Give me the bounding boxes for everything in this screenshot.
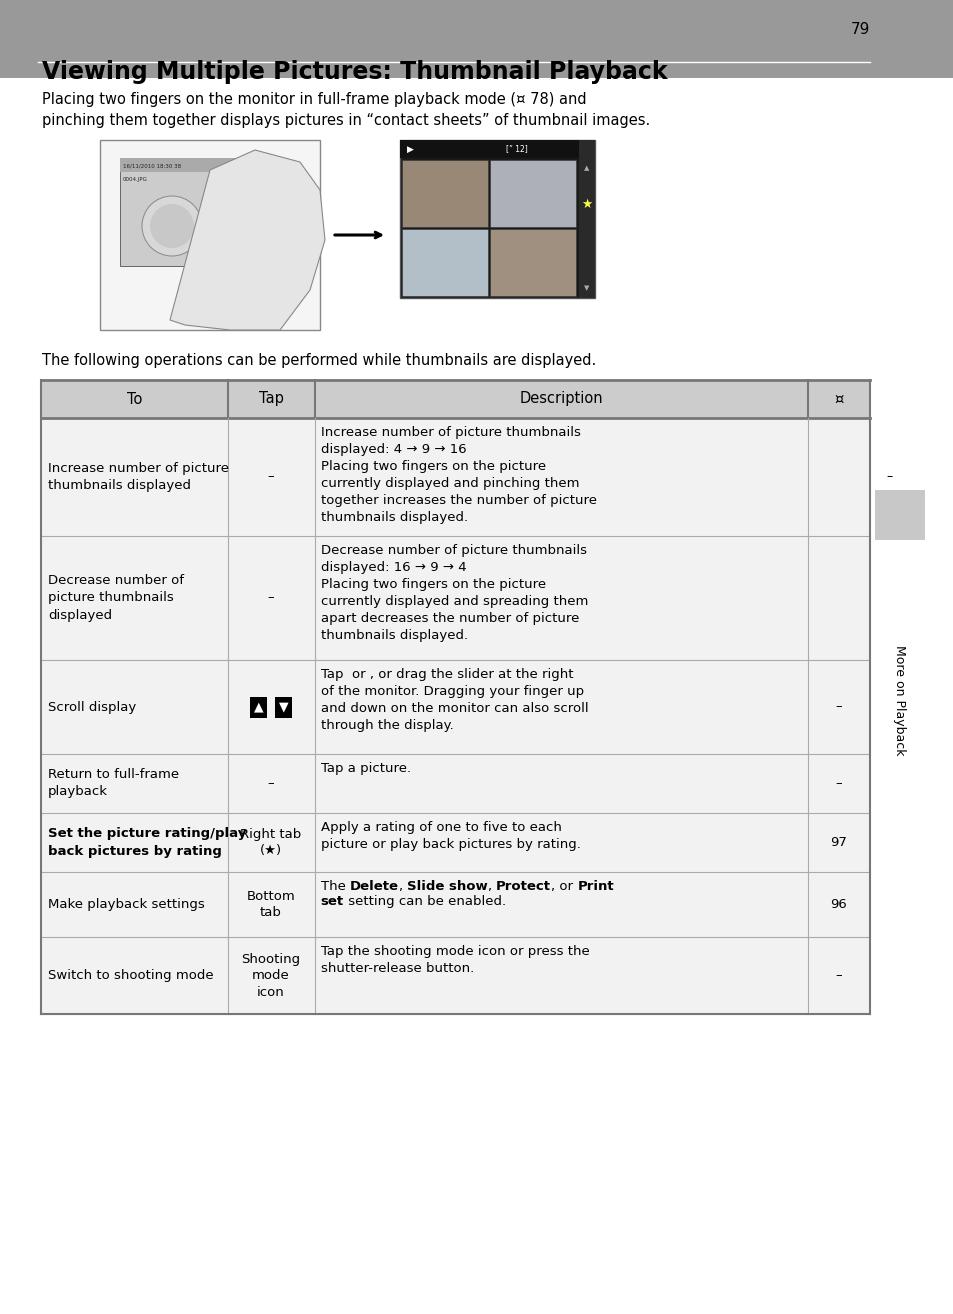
Text: ▲: ▲ bbox=[253, 700, 263, 714]
Text: [” 12]: [” 12] bbox=[506, 145, 527, 154]
Text: More on Playback: More on Playback bbox=[893, 645, 905, 756]
Text: Tap the shooting mode icon or press the
shutter-release button.: Tap the shooting mode icon or press the … bbox=[320, 945, 589, 975]
Text: Shooting
mode
icon: Shooting mode icon bbox=[241, 953, 300, 999]
Text: Tap  or , or drag the slider at the right
of the monitor. Dragging your finger u: Tap or , or drag the slider at the right… bbox=[320, 668, 588, 732]
Text: –: – bbox=[268, 591, 274, 604]
Text: –: – bbox=[268, 777, 274, 790]
Text: Description: Description bbox=[518, 392, 602, 406]
Bar bbox=[41, 872, 869, 937]
Text: , or: , or bbox=[551, 880, 577, 894]
Bar bbox=[401, 229, 488, 296]
Bar bbox=[120, 158, 260, 265]
Text: Placing two fingers on the monitor in full-frame playback mode (¤ 78) and: Placing two fingers on the monitor in fu… bbox=[42, 92, 586, 106]
Text: Increase number of picture
thumbnails displayed: Increase number of picture thumbnails di… bbox=[48, 463, 229, 491]
Text: ▼: ▼ bbox=[583, 285, 589, 290]
Text: To: To bbox=[127, 392, 142, 406]
Bar bbox=[274, 696, 292, 717]
Bar bbox=[100, 141, 319, 330]
Text: Print: Print bbox=[577, 880, 614, 894]
Text: Decrease number of picture thumbnails
displayed: 16 → 9 → 4
Placing two fingers : Decrease number of picture thumbnails di… bbox=[320, 544, 587, 643]
Circle shape bbox=[142, 196, 202, 256]
Bar bbox=[399, 141, 595, 158]
Text: Return to full-frame
playback: Return to full-frame playback bbox=[48, 769, 179, 799]
Bar bbox=[41, 660, 869, 754]
Bar bbox=[490, 160, 576, 227]
Text: Set the picture rating/play
back pictures by rating: Set the picture rating/play back picture… bbox=[48, 828, 246, 858]
Text: Delete: Delete bbox=[350, 880, 398, 894]
Text: –: – bbox=[835, 968, 841, 982]
Text: Scroll display: Scroll display bbox=[48, 700, 136, 714]
Bar bbox=[874, 490, 924, 540]
Bar bbox=[399, 141, 595, 298]
Bar bbox=[120, 158, 260, 172]
Bar bbox=[41, 813, 869, 872]
Text: ▼: ▼ bbox=[278, 700, 288, 714]
Text: pinching them together displays pictures in “contact sheets” of thumbnail images: pinching them together displays pictures… bbox=[42, 113, 650, 127]
Text: setting can be enabled.: setting can be enabled. bbox=[343, 895, 505, 908]
Text: set: set bbox=[320, 895, 343, 908]
Bar bbox=[41, 937, 869, 1014]
Bar bbox=[250, 696, 267, 717]
Text: The following operations can be performed while thumbnails are displayed.: The following operations can be performe… bbox=[42, 353, 596, 368]
Text: –: – bbox=[886, 470, 892, 484]
Text: Switch to shooting mode: Switch to shooting mode bbox=[48, 968, 213, 982]
Text: 96: 96 bbox=[830, 897, 846, 911]
Text: ▶: ▶ bbox=[407, 145, 414, 154]
Text: The: The bbox=[320, 880, 350, 894]
Text: –: – bbox=[268, 470, 274, 484]
Text: Right tab
(★): Right tab (★) bbox=[240, 828, 301, 857]
Bar bbox=[578, 141, 595, 298]
Text: 16/11/2010 18:30 38: 16/11/2010 18:30 38 bbox=[123, 163, 181, 168]
Bar bbox=[41, 418, 869, 536]
Text: 0004.JPG: 0004.JPG bbox=[123, 177, 148, 183]
Bar bbox=[0, 0, 953, 78]
Text: Tap: Tap bbox=[258, 392, 283, 406]
Bar bbox=[401, 160, 488, 227]
Text: 97: 97 bbox=[830, 836, 846, 849]
Text: 79: 79 bbox=[850, 22, 869, 38]
Text: Tap a picture.: Tap a picture. bbox=[320, 762, 410, 775]
Text: Slide show: Slide show bbox=[407, 880, 487, 894]
Circle shape bbox=[150, 204, 193, 248]
Bar bbox=[490, 229, 576, 296]
Polygon shape bbox=[170, 150, 325, 330]
Text: Increase number of picture thumbnails
displayed: 4 → 9 → 16
Placing two fingers : Increase number of picture thumbnails di… bbox=[320, 426, 596, 524]
Text: ¤: ¤ bbox=[833, 392, 842, 406]
Text: –: – bbox=[835, 777, 841, 790]
Text: –: – bbox=[835, 700, 841, 714]
Text: Apply a rating of one to five to each
picture or play back pictures by rating.: Apply a rating of one to five to each pi… bbox=[320, 821, 579, 851]
Text: ▲: ▲ bbox=[583, 166, 589, 171]
Text: Decrease number of
picture thumbnails
displayed: Decrease number of picture thumbnails di… bbox=[48, 574, 184, 622]
Text: ,: , bbox=[487, 880, 496, 894]
Text: ★: ★ bbox=[580, 197, 592, 210]
Bar bbox=[41, 754, 869, 813]
Text: ,: , bbox=[398, 880, 407, 894]
Text: Make playback settings: Make playback settings bbox=[48, 897, 205, 911]
Text: Bottom
tab: Bottom tab bbox=[247, 890, 295, 920]
Text: Protect: Protect bbox=[496, 880, 551, 894]
Bar bbox=[41, 380, 869, 418]
Text: Viewing Multiple Pictures: Thumbnail Playback: Viewing Multiple Pictures: Thumbnail Pla… bbox=[42, 60, 667, 84]
Bar bbox=[41, 536, 869, 660]
